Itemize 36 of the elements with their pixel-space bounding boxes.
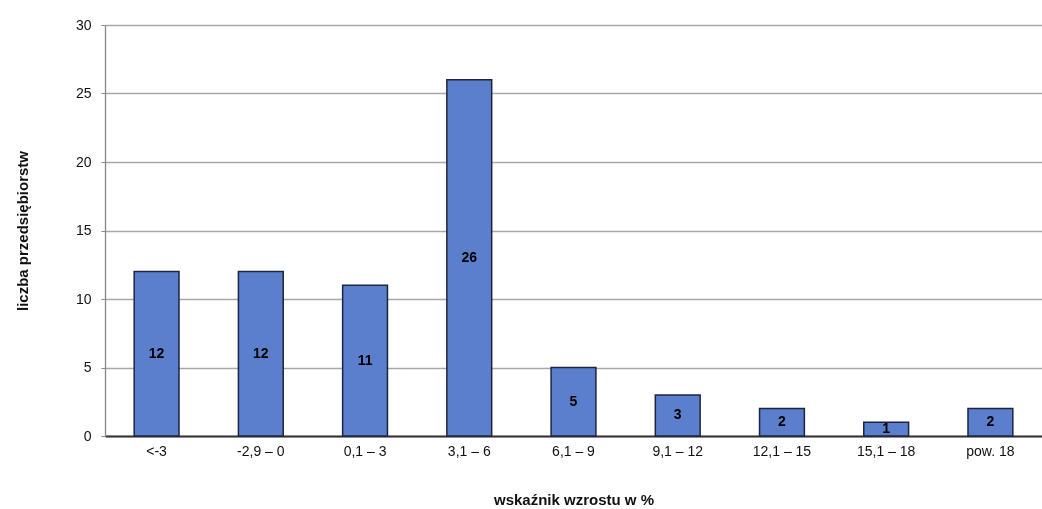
x-tick-label: -2,9 – 0	[237, 442, 285, 459]
x-tick-label: 3,1 – 6	[447, 442, 491, 459]
y-tick-label: 15	[75, 222, 92, 238]
y-tick-label: 10	[75, 290, 92, 307]
y-tick-label: 20	[75, 153, 92, 170]
data-label: 11	[357, 351, 373, 368]
x-tick-label: 12,1 – 15	[752, 442, 812, 459]
data-label: 2	[986, 413, 995, 430]
bar	[863, 421, 910, 437]
data-label: 5	[569, 392, 578, 409]
x-tick-label: pow. 18	[966, 442, 1015, 459]
x-tick-label: 9,1 – 12	[652, 442, 704, 459]
y-tick-label: 30	[75, 16, 92, 33]
bar	[758, 407, 806, 437]
bar	[550, 366, 597, 437]
x-tick-label: 15,1 – 18	[856, 442, 916, 459]
data-label: 2	[778, 413, 787, 430]
bar	[237, 270, 284, 437]
x-tick-label: <-3	[146, 442, 168, 459]
y-tick-label: 5	[83, 359, 92, 375]
bar	[654, 394, 701, 437]
data-label: 12	[148, 344, 165, 361]
data-label: 3	[673, 406, 682, 423]
data-label: 1	[882, 420, 891, 437]
x-axis-title: wskaźnik wzrostu w %	[492, 490, 655, 508]
bar	[341, 284, 389, 437]
bar	[133, 270, 180, 437]
data-label: 26	[461, 248, 478, 265]
bar	[446, 79, 493, 437]
bar	[967, 407, 1014, 437]
data-label: 12	[253, 344, 269, 361]
x-tick-label: 6,1 – 9	[552, 442, 596, 459]
y-axis-title: liczba przedsiębiorstw	[13, 150, 31, 312]
y-tick-label: 0	[83, 427, 92, 444]
y-tick-label: 25	[75, 85, 92, 101]
x-tick-label: 0,1 – 3	[343, 442, 387, 459]
